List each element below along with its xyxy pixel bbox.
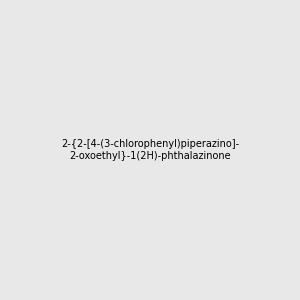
Text: 2-{2-[4-(3-chlorophenyl)piperazino]-
2-oxoethyl}-1(2H)-phthalazinone: 2-{2-[4-(3-chlorophenyl)piperazino]- 2-o… [61,139,239,161]
